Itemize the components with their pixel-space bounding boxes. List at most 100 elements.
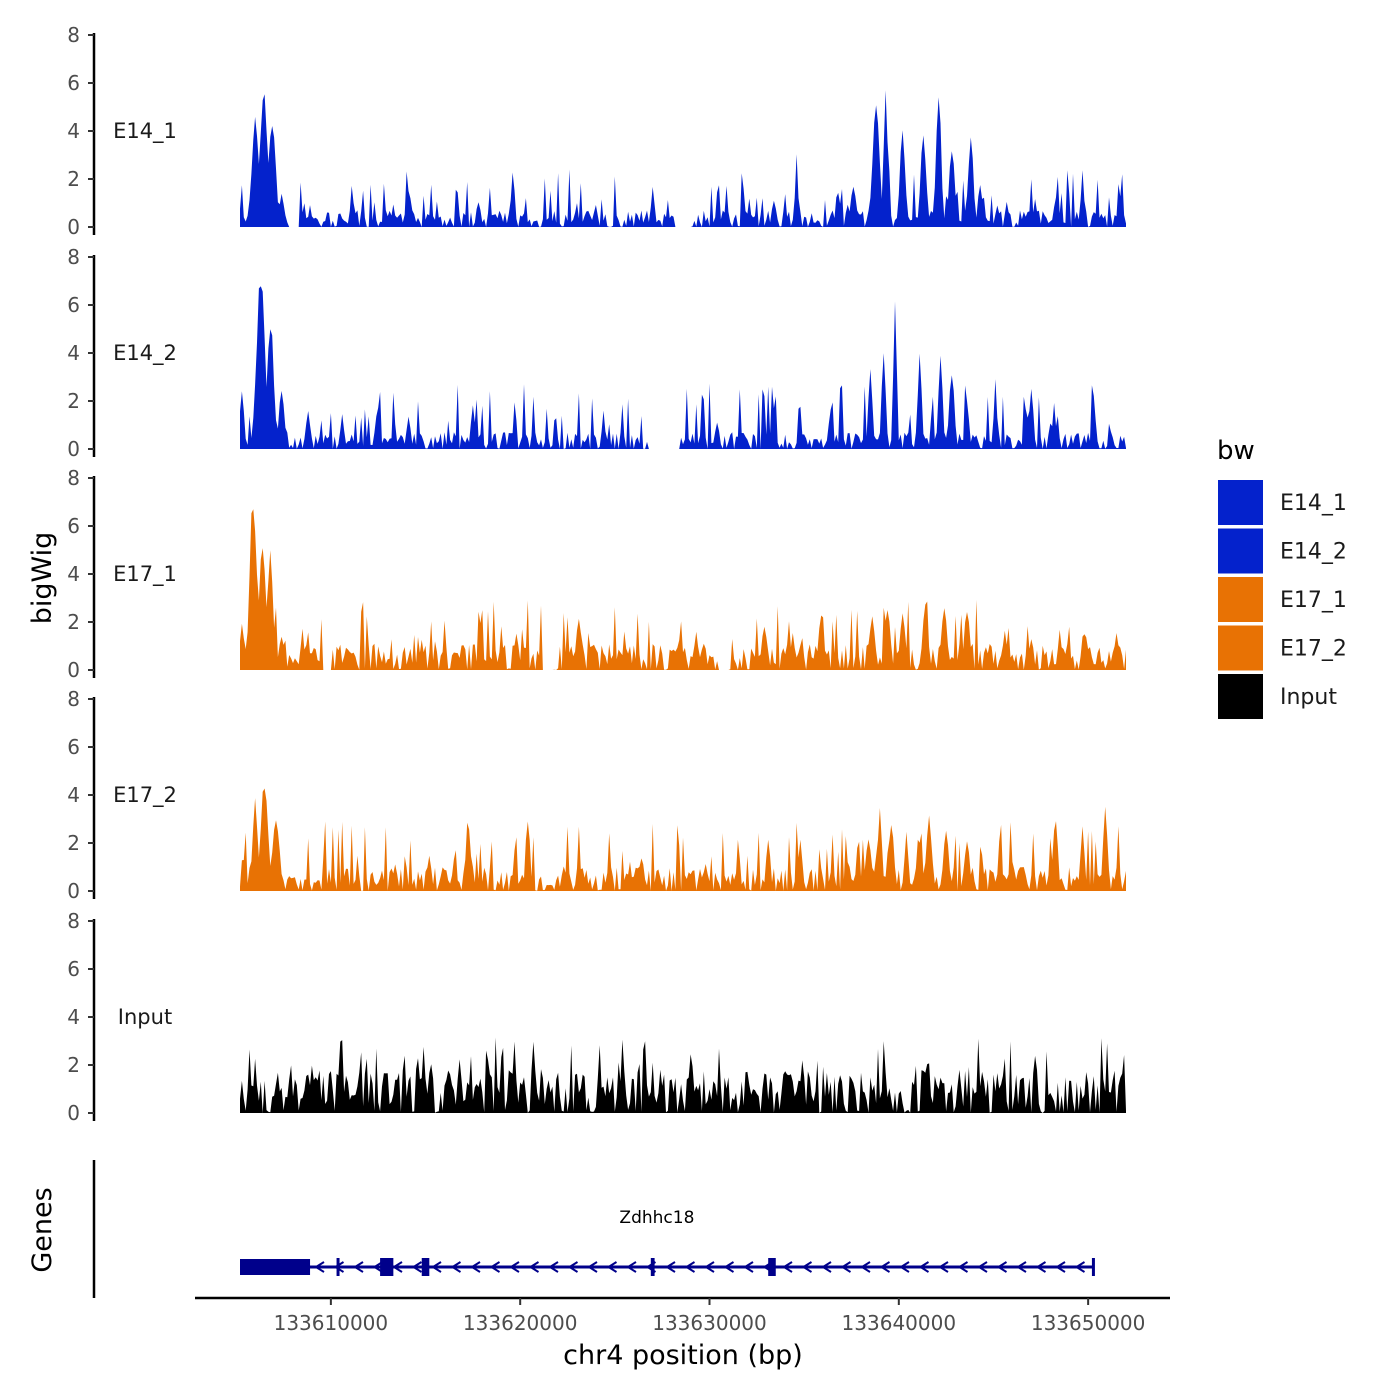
- track-label: E17_2: [113, 783, 177, 808]
- strand-arrow: [548, 1261, 559, 1273]
- genes-panel: Zdhhc18: [92, 1160, 1095, 1298]
- legend-item-e17-2: E17_2: [1218, 625, 1347, 671]
- x-tick-label: 133620000: [463, 1311, 578, 1335]
- track-e14-2: 0 2 4 6 8 E14_2: [67, 245, 1126, 461]
- legend-item-input: Input: [1218, 674, 1337, 719]
- legend-label: E17_2: [1280, 637, 1347, 662]
- legend-item-e14-1: E14_1: [1218, 480, 1347, 525]
- strand-arrow: [1074, 1261, 1086, 1273]
- strand-arrow: [450, 1261, 462, 1273]
- strand-arrow: [743, 1261, 754, 1273]
- x-axis-title: chr4 position (bp): [563, 1340, 803, 1371]
- y-tick-label: 6: [67, 514, 80, 538]
- strand-arrow: [470, 1261, 481, 1273]
- strand-arrow: [489, 1261, 501, 1273]
- track-label: E14_1: [113, 119, 177, 144]
- y-tick-label: 0: [67, 1101, 80, 1125]
- strand-arrow: [723, 1261, 735, 1273]
- strand-arrow: [996, 1261, 1008, 1273]
- legend-swatch: [1218, 480, 1263, 525]
- legend-label: Input: [1280, 685, 1337, 710]
- strand-arrow: [392, 1261, 403, 1273]
- strand-arrow: [1016, 1261, 1027, 1273]
- strand-arrow: [509, 1261, 520, 1273]
- strand-arrow: [587, 1261, 598, 1273]
- y-tick-label: 6: [67, 71, 80, 95]
- y-tick-label: 4: [67, 1005, 80, 1029]
- series-area-e17-2: [240, 788, 1126, 891]
- genes-axis-title: Genes: [27, 1187, 58, 1272]
- y-tick-label: 4: [67, 783, 80, 807]
- y-tick-label: 8: [67, 23, 80, 47]
- strand-arrow: [957, 1261, 969, 1273]
- strand-arrow: [606, 1261, 618, 1273]
- strand-arrow: [314, 1261, 325, 1273]
- gene-exon: [421, 1258, 430, 1276]
- strand-arrow: [372, 1261, 384, 1273]
- x-tick-label: 133650000: [1031, 1311, 1146, 1335]
- strand-arrow: [899, 1261, 910, 1273]
- legend-item-e14-2: E14_2: [1218, 528, 1347, 574]
- y-tick-label: 0: [67, 437, 80, 461]
- y-axis-title: bigWig: [27, 532, 58, 625]
- y-tick-label: 6: [67, 957, 80, 981]
- strand-arrow: [665, 1261, 676, 1273]
- strand-arrow: [333, 1261, 345, 1273]
- gene-exon: [240, 1259, 311, 1275]
- y-tick-label: 4: [67, 119, 80, 143]
- gene-exon: [380, 1258, 394, 1276]
- strand-arrow: [567, 1261, 579, 1273]
- strand-arrow: [879, 1261, 891, 1273]
- gene-exon: [768, 1258, 776, 1276]
- strand-arrow: [684, 1261, 696, 1273]
- track-label: Input: [118, 1005, 172, 1029]
- legend-label: E14_2: [1280, 540, 1347, 565]
- strand-arrow: [1055, 1261, 1066, 1273]
- y-tick-label: 2: [67, 1053, 80, 1077]
- y-tick-label: 8: [67, 909, 80, 933]
- strand-arrow: [1035, 1261, 1047, 1273]
- legend-swatch: [1218, 528, 1263, 574]
- track-e17-2: 0 2 4 6 8 E17_2: [67, 687, 1126, 903]
- y-tick-label: 0: [67, 879, 80, 903]
- y-tick-label: 8: [67, 466, 80, 490]
- strand-arrow: [938, 1261, 949, 1273]
- gene-exon: [1091, 1258, 1095, 1276]
- track-e14-1: 0 2 4 6 8 E14_1: [67, 23, 1126, 239]
- strand-arrow: [704, 1261, 715, 1273]
- y-tick-label: 0: [67, 658, 80, 682]
- track-e17-1: 0 2 4 6 8 E17_1: [67, 466, 1126, 682]
- legend-item-e17-1: E17_1: [1218, 577, 1347, 622]
- x-tick-label: 133640000: [842, 1311, 957, 1335]
- legend-swatch: [1218, 674, 1263, 719]
- strand-arrow: [626, 1261, 637, 1273]
- x-axis: 133610000 133620000 133630000 133640000 1336…: [195, 1296, 1170, 1335]
- y-tick-label: 0: [67, 215, 80, 239]
- legend-label: E17_1: [1280, 588, 1347, 613]
- y-tick-label: 8: [67, 245, 80, 269]
- gene-exon: [650, 1258, 655, 1276]
- y-tick-label: 6: [67, 293, 80, 317]
- series-area-input: [240, 1037, 1126, 1113]
- legend: bw E14_1 E14_2 E17_1 E17_2 Input: [1217, 436, 1347, 719]
- y-tick-label: 6: [67, 735, 80, 759]
- track-label: E17_1: [113, 562, 177, 587]
- strand-arrow: [840, 1261, 852, 1273]
- series-area-e17-1: [240, 509, 1126, 670]
- y-tick-label: 4: [67, 562, 80, 586]
- legend-swatch: [1218, 577, 1263, 622]
- strand-arrow: [977, 1261, 988, 1273]
- signal-tracks: 0 2 4 6 8 E14_1 0 2 4 6 8 E14_2 0 2 4 6 8 E17_1 0 2 4 6 8 E17_2…: [67, 23, 1126, 1125]
- strand-arrow: [918, 1261, 930, 1273]
- track-label: E14_2: [113, 341, 177, 366]
- legend-title: bw: [1217, 436, 1255, 466]
- gene-zdhhc18: Zdhhc18: [240, 1208, 1095, 1276]
- strand-arrow: [353, 1261, 364, 1273]
- track-input: 0 2 4 6 8 Input: [67, 909, 1126, 1125]
- legend-swatch: [1218, 625, 1263, 671]
- strand-arrow: [860, 1261, 871, 1273]
- y-tick-label: 2: [67, 167, 80, 191]
- strand-arrow: [801, 1261, 813, 1273]
- strand-arrow: [782, 1261, 793, 1273]
